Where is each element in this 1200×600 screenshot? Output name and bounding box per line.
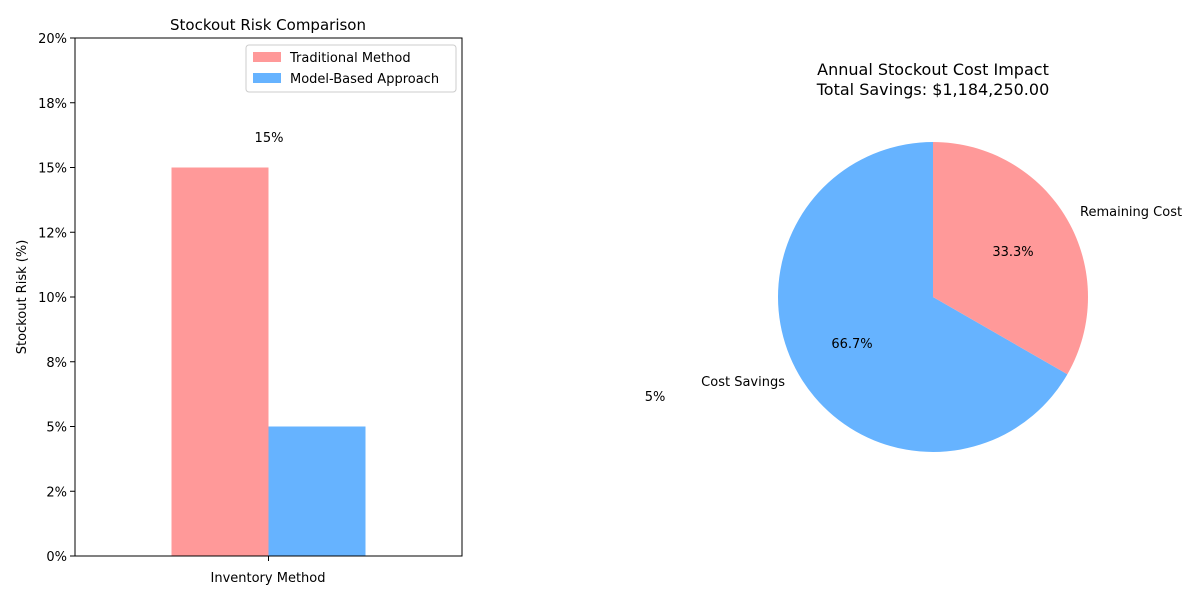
- pie-slice-cost-savings: [778, 142, 1068, 452]
- data-label-model-based: 5%: [645, 390, 666, 405]
- y-tick-label: 8%: [46, 356, 67, 371]
- y-axis-ticks: 0% 2% 5% 8% 10% 12% 15% 18% 20%: [38, 32, 75, 565]
- y-tick-label: 18%: [38, 97, 67, 112]
- y-tick-label: 20%: [38, 32, 67, 47]
- bar-traditional-method: [171, 167, 269, 556]
- pie-chart-title: Annual Stockout Cost Impact: [817, 60, 1049, 79]
- legend-swatch-traditional: [253, 52, 281, 62]
- pie-pct-label: 33.3%: [992, 245, 1033, 260]
- legend-swatch-model-based: [253, 73, 281, 83]
- data-labels: 15% 5%: [255, 131, 666, 405]
- y-tick-label: 0%: [46, 550, 67, 565]
- pie-labels: 33.3% Remaining Cost 66.7% Cost Savings: [701, 205, 1182, 390]
- bar-chart: Stockout Risk Comparison 0% 2% 5% 8% 10% 12% 1…: [15, 16, 665, 586]
- x-axis-label: Inventory Method: [211, 571, 326, 586]
- pie-slice-label: Cost Savings: [701, 375, 785, 390]
- y-tick-label: 5%: [46, 421, 67, 436]
- y-axis-label: Stockout Risk (%): [15, 240, 30, 355]
- pie-chart-subtitle: Total Savings: $1,184,250.00: [816, 80, 1050, 99]
- data-label-traditional: 15%: [255, 131, 284, 146]
- y-tick-label: 12%: [38, 226, 67, 241]
- pie-pct-label: 66.7%: [831, 337, 872, 352]
- legend-label-traditional: Traditional Method: [289, 51, 411, 66]
- pie-slice-remaining-cost: [933, 142, 1089, 375]
- pie-slices: [778, 142, 1089, 452]
- legend: Traditional Method Model-Based Approach: [245, 44, 457, 93]
- y-tick-label: 10%: [38, 291, 67, 306]
- y-tick-label: 2%: [46, 485, 67, 500]
- legend-frame: [245, 44, 457, 93]
- bar-chart-title: Stockout Risk Comparison: [170, 16, 366, 34]
- bar-model-based-approach: [268, 426, 366, 556]
- y-tick-label: 15%: [38, 162, 67, 177]
- bars: [171, 167, 366, 556]
- legend-label-model-based: Model-Based Approach: [290, 72, 439, 87]
- pie-chart: Annual Stockout Cost Impact Total Saving…: [701, 60, 1182, 452]
- pie-slice-label: Remaining Cost: [1080, 205, 1182, 220]
- x-tick: Inventory Method: [211, 556, 326, 586]
